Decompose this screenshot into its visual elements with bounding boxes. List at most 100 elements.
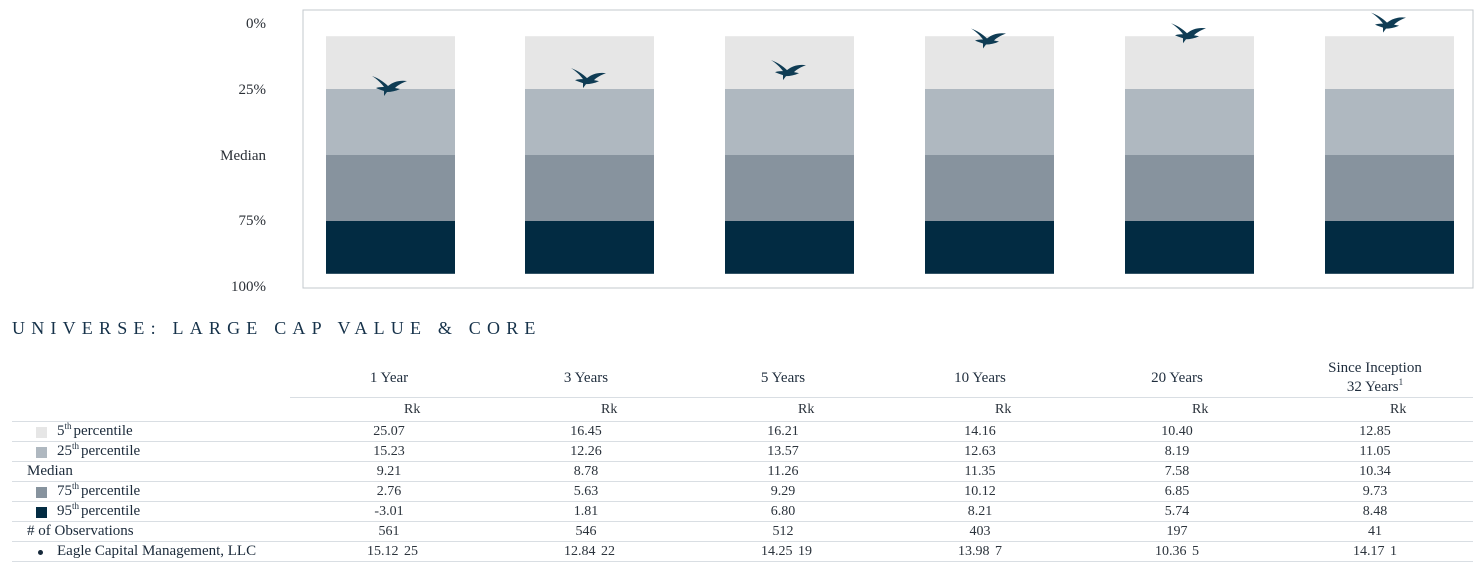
eagle-icon [372, 76, 407, 96]
bar-band-4 [725, 221, 854, 274]
bar-band-2 [925, 89, 1054, 155]
table-cell: 12.26 [570, 444, 602, 459]
bar-band-2 [326, 89, 455, 155]
column-header-label: Since Inception [1328, 360, 1422, 376]
header-rule [290, 397, 1473, 398]
percentile-chart: 0% 25% Median 75% 100% [220, 9, 1474, 295]
bar-band-4 [525, 221, 654, 274]
bar-band-3 [925, 155, 1054, 221]
table-cell: 12.63 [964, 444, 996, 459]
table-cell: 6.80 [770, 504, 796, 519]
table-cell: 10.12 [964, 484, 996, 499]
eagle-icon [1371, 12, 1406, 33]
table-cell: 11.26 [767, 464, 799, 479]
row-rule [12, 481, 1473, 482]
table-cell: 41 [1368, 524, 1382, 539]
table-cell: 14.25 [761, 544, 793, 559]
column-header-label: 3 Years [563, 370, 609, 386]
table-cell: 9.73 [1362, 484, 1388, 499]
table-cell: 12.85 [1359, 424, 1391, 439]
rank-cell: 7 [995, 544, 1002, 559]
rank-header: Rk [995, 402, 1012, 417]
table-cell: 7.58 [1164, 464, 1190, 479]
rank-header: Rk [601, 402, 618, 417]
table-cell: 561 [378, 524, 400, 539]
column-header-label: 10 Years [954, 370, 1006, 386]
eagle-markers [372, 12, 1406, 96]
rank-cell: 1 [1390, 544, 1397, 559]
bar-band-1 [1325, 36, 1454, 89]
rank-cell: 22 [601, 544, 615, 559]
table-cell: 11.35 [964, 464, 996, 479]
column-header-label: 1 Year [369, 370, 409, 386]
rank-header: Rk [798, 402, 815, 417]
eagle-icon [571, 68, 606, 89]
row-rule [12, 521, 1473, 522]
bar-band-3 [1125, 155, 1254, 221]
percentile-bars [326, 36, 1454, 274]
table-cell: 15.12 [367, 544, 399, 559]
bar-band-3 [326, 155, 455, 221]
universe-title: UNIVERSE: LARGE CAP VALUE & CORE [12, 318, 542, 338]
table-cell: 14.17 [1353, 544, 1385, 559]
row-rule [12, 421, 1473, 422]
rank-header: Rk [1192, 402, 1209, 417]
column-header: 20 Years [1097, 369, 1257, 388]
row-rule [12, 441, 1473, 442]
rank-cell: 25 [404, 544, 418, 559]
table-cell: 8.78 [573, 464, 599, 479]
row-rule [12, 561, 1473, 562]
row-label: Eagle Capital Management, LLC [57, 543, 257, 559]
table-cell: 512 [772, 524, 794, 539]
table-cell: 9.29 [770, 484, 796, 499]
row-rule [12, 541, 1473, 542]
row-label: 75th percentile [57, 481, 141, 500]
table-cell: 12.84 [564, 544, 596, 559]
column-header: 1 Year [309, 369, 469, 388]
table-cell: 10.34 [1359, 464, 1391, 479]
table-cell: 546 [575, 524, 597, 539]
bar-band-1 [1125, 36, 1254, 89]
column-header: Since Inception 32 Years1 [1295, 359, 1455, 397]
table-cell: 8.48 [1362, 504, 1388, 519]
eagle-icon [771, 60, 806, 81]
table-cell: 13.98 [958, 544, 990, 559]
legend-swatch [36, 487, 47, 498]
bar-band-4 [1325, 221, 1454, 274]
rank-cell: 19 [798, 544, 812, 559]
y-axis-label: 25% [239, 82, 267, 98]
y-axis-label: 75% [239, 213, 267, 229]
bar-band-2 [525, 89, 654, 155]
table-cell: 403 [969, 524, 991, 539]
footnote-marker: 1 [1398, 377, 1404, 387]
table-cell: 5.63 [573, 484, 599, 499]
column-header-label: 20 Years [1151, 370, 1203, 386]
table-cell: 25.07 [373, 424, 405, 439]
row-label: 5th percentile [57, 421, 133, 440]
table-cell: 13.57 [767, 444, 799, 459]
bar-band-1 [326, 36, 455, 89]
column-header: 3 Years [506, 369, 666, 388]
column-header: 10 Years [900, 369, 1060, 388]
bar-band-4 [1125, 221, 1254, 274]
table-cell: 197 [1166, 524, 1188, 539]
column-header-label: 5 Years [760, 370, 806, 386]
bar-band-2 [1325, 89, 1454, 155]
table-cell: 10.40 [1161, 424, 1193, 439]
bar-band-4 [326, 221, 455, 274]
row-rule [12, 461, 1473, 462]
y-axis-label: Median [220, 148, 266, 164]
rank-header: Rk [404, 402, 421, 417]
bar-band-3 [525, 155, 654, 221]
plot-area-border [302, 9, 1474, 289]
legend-swatch [36, 427, 47, 438]
bar-band-3 [725, 155, 854, 221]
eagle-icon [971, 28, 1006, 49]
y-axis-label: 0% [246, 16, 266, 32]
table-cell: 11.05 [1359, 444, 1391, 459]
legend-swatch [36, 507, 47, 518]
y-axis-label: 100% [231, 279, 266, 295]
table-cell: 9.21 [376, 464, 402, 479]
rank-header: Rk [1390, 402, 1407, 417]
table-cell: 14.16 [964, 424, 996, 439]
